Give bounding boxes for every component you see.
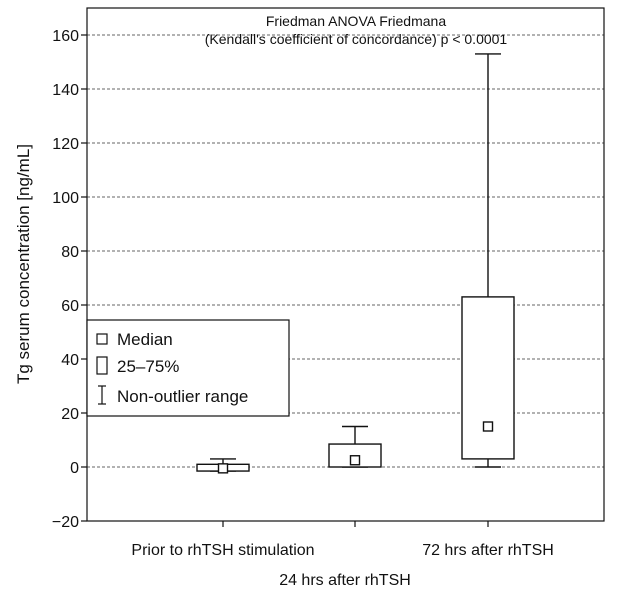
x-category-label-3: 72 hrs after rhTSH [422,542,554,559]
x-axis-ticks [222,521,489,527]
box-2 [328,425,382,468]
plot-frame [86,7,605,522]
annotation-line-2: (Kendall's coefficient of concordance) p… [205,31,508,47]
y-tick-label--20: −20 [52,514,79,531]
x-category-label-2: 24 hrs after rhTSH [279,572,411,589]
y-tick-label-160: 160 [52,28,79,45]
legend: Median 25–75% Non-outlier range [86,319,290,417]
legend-median-symbol [96,333,108,345]
legend-whisker-label: Non-outlier range [117,387,248,406]
legend-frame [86,319,290,417]
y-tick-label-40: 40 [61,352,79,369]
legend-iqr-symbol [96,356,108,375]
legend-iqr-label: 25–75% [117,357,179,376]
legend-median-label: Median [117,330,173,349]
y-tick-label-120: 120 [52,136,79,153]
y-tick-label-60: 60 [61,298,79,315]
box-1 [196,458,250,474]
legend-whisker-symbol [98,385,106,405]
y-axis-title: Tg serum concentration [ng/mL] [14,144,33,384]
iqr-box-3 [461,296,515,460]
y-tick-label-80: 80 [61,244,79,261]
y-tick-label-140: 140 [52,82,79,99]
y-axis-ticks: −20 0 20 40 60 80 100 120 140 160 [52,28,87,531]
annotation-line-1: Friedman ANOVA Friedmana [266,13,446,29]
y-tick-label-100: 100 [52,190,79,207]
y-tick-label-0: 0 [70,460,79,477]
y-tick-label-20: 20 [61,406,79,423]
x-category-label-1: Prior to rhTSH stimulation [131,542,314,559]
median-marker-3 [482,421,494,432]
median-marker-2 [349,455,361,466]
median-marker-1 [217,463,229,474]
boxes [196,53,515,474]
box-3 [461,53,515,468]
